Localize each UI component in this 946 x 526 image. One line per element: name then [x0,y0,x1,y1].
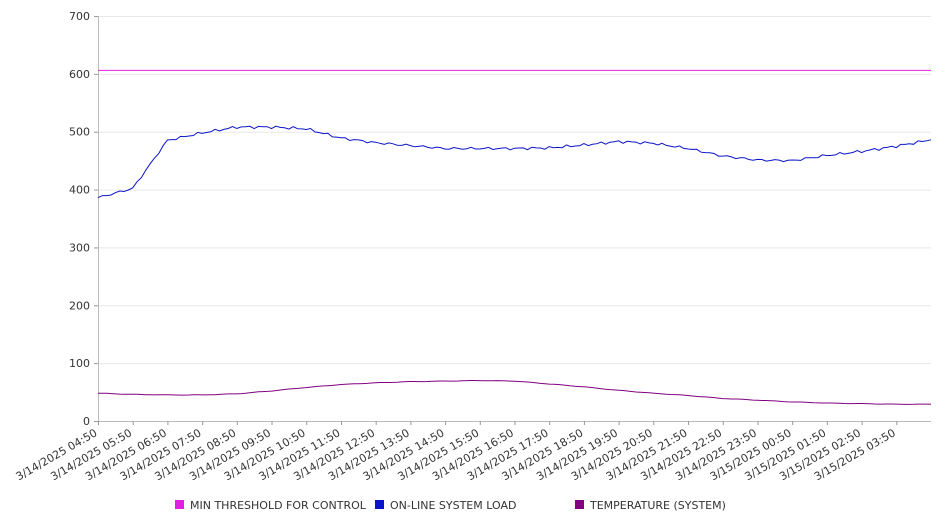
y-tick-label-400: 400 [69,184,90,197]
series-line-2 [98,380,932,405]
y-axis-ticks: 0 100 200 300 400 500 600 700 [69,10,98,428]
series-lines [97,69,932,405]
gridlines [98,16,931,365]
y-tick-label-700: 700 [69,10,90,23]
x-axis-ticks: 3/14/2025 04:503/14/2025 05:503/14/2025 … [14,421,898,483]
legend-swatch-1 [375,500,384,509]
legend-swatch-2 [575,500,584,509]
y-tick-label-0: 0 [83,415,90,428]
y-tick-label-600: 600 [69,68,90,81]
series-line-1 [97,125,932,199]
legend-swatch-0 [175,500,184,509]
legend: MIN THRESHOLD FOR CONTROL ON-LINE SYSTEM … [175,499,726,512]
legend-label-1: ON-LINE SYSTEM LOAD [390,499,516,512]
y-tick-label-200: 200 [69,299,90,312]
y-tick-label-100: 100 [69,357,90,370]
y-tick-label-500: 500 [69,126,90,139]
legend-label-0: MIN THRESHOLD FOR CONTROL [190,499,367,512]
legend-label-2: TEMPERATURE (SYSTEM) [589,499,726,512]
axes [98,16,931,422]
y-tick-label-300: 300 [69,241,90,254]
